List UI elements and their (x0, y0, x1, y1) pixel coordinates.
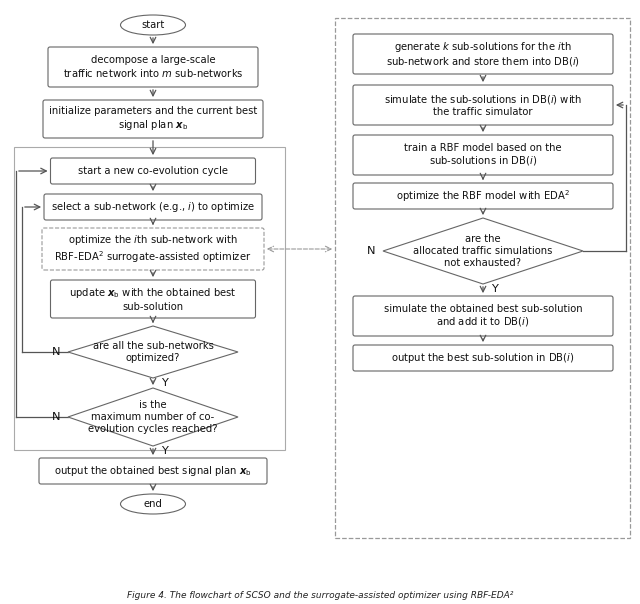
Text: start: start (141, 20, 164, 30)
Text: generate $k$ sub-solutions for the $i$th
sub-network and store them into DB($i$): generate $k$ sub-solutions for the $i$th… (386, 39, 580, 68)
FancyBboxPatch shape (353, 85, 613, 125)
Text: output the best sub-solution in DB($i$): output the best sub-solution in DB($i$) (391, 351, 575, 365)
Text: Y: Y (161, 446, 168, 456)
FancyBboxPatch shape (353, 135, 613, 175)
FancyBboxPatch shape (353, 345, 613, 371)
Text: N: N (51, 347, 60, 357)
Polygon shape (68, 326, 238, 378)
FancyBboxPatch shape (48, 47, 258, 87)
Text: optimize the $i$th sub-network with
RBF-EDA$^{2}$ surrogate-assisted optimizer: optimize the $i$th sub-network with RBF-… (54, 233, 252, 265)
Text: train a RBF model based on the
sub-solutions in DB($i$): train a RBF model based on the sub-solut… (404, 143, 562, 167)
Text: Figure 4. The flowchart of SCSO and the surrogate-assisted optimizer using RBF-E: Figure 4. The flowchart of SCSO and the … (127, 591, 513, 600)
FancyBboxPatch shape (42, 228, 264, 270)
Ellipse shape (120, 494, 186, 514)
Text: simulate the sub-solutions in DB($i$) with
the traffic simulator: simulate the sub-solutions in DB($i$) wi… (384, 92, 582, 117)
Text: decompose a large-scale
traffic network into $m$ sub-networks: decompose a large-scale traffic network … (63, 55, 243, 79)
Text: initialize parameters and the current best
signal plan $\boldsymbol{x}_{\mathrm{: initialize parameters and the current be… (49, 106, 257, 132)
Text: select a sub-network (e.g., $i$) to optimize: select a sub-network (e.g., $i$) to opti… (51, 200, 255, 214)
FancyBboxPatch shape (44, 194, 262, 220)
FancyBboxPatch shape (39, 458, 267, 484)
FancyBboxPatch shape (43, 100, 263, 138)
Text: N: N (51, 412, 60, 422)
Text: is the
maximum number of co-
evolution cycles reached?: is the maximum number of co- evolution c… (88, 400, 218, 434)
Text: output the obtained best signal plan $\boldsymbol{x}_{\mathrm{b}}$: output the obtained best signal plan $\b… (54, 464, 252, 478)
Text: end: end (143, 499, 163, 509)
Polygon shape (383, 218, 583, 284)
Text: update $\boldsymbol{x}_{\mathrm{b}}$ with the obtained best
sub-solution: update $\boldsymbol{x}_{\mathrm{b}}$ wit… (69, 286, 237, 312)
Text: optimize the RBF model with EDA$^{2}$: optimize the RBF model with EDA$^{2}$ (396, 188, 570, 204)
Ellipse shape (120, 15, 186, 35)
Text: start a new co-evolution cycle: start a new co-evolution cycle (78, 166, 228, 176)
FancyBboxPatch shape (51, 280, 255, 318)
Bar (14, 147, 285, 450)
FancyBboxPatch shape (353, 296, 613, 336)
Text: Y: Y (491, 284, 498, 294)
Polygon shape (68, 388, 238, 446)
FancyBboxPatch shape (353, 34, 613, 74)
Text: simulate the obtained best sub-solution
and add it to DB($i$): simulate the obtained best sub-solution … (384, 304, 582, 329)
Text: N: N (367, 246, 375, 256)
Text: are the
allocated traffic simulations
not exhausted?: are the allocated traffic simulations no… (413, 234, 553, 268)
FancyBboxPatch shape (51, 158, 255, 184)
Text: Y: Y (161, 378, 168, 388)
FancyBboxPatch shape (353, 183, 613, 209)
Text: are all the sub-networks
optimized?: are all the sub-networks optimized? (93, 341, 213, 363)
